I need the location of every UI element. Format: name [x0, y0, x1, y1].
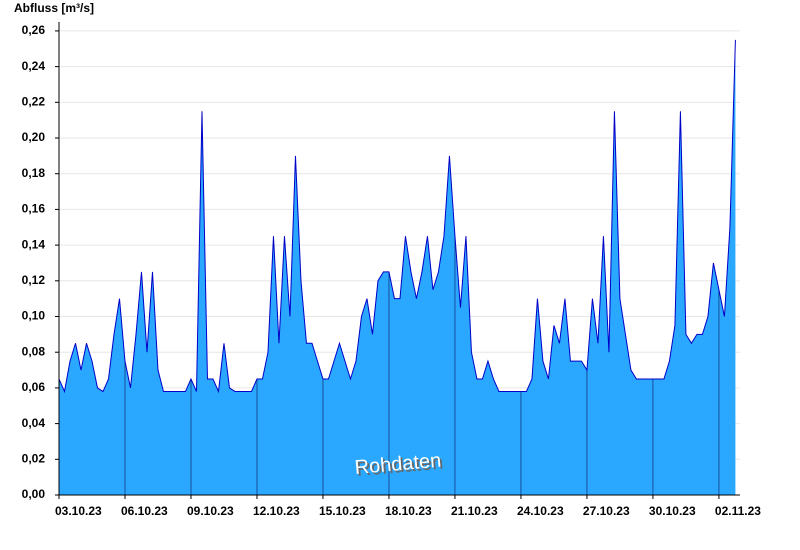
y-tick-label: 0,12	[22, 273, 46, 287]
y-tick-label: 0,18	[22, 166, 46, 180]
x-tick-label: 18.10.23	[385, 504, 432, 518]
y-tick-label: 0,20	[22, 130, 46, 144]
x-tick-label: 06.10.23	[121, 504, 168, 518]
x-tick-label: 12.10.23	[253, 504, 300, 518]
y-tick-label: 0,02	[22, 451, 46, 465]
area	[59, 39, 736, 495]
x-tick-label: 02.11.23	[715, 504, 761, 518]
y-tick-label: 0,22	[22, 94, 46, 108]
x-tick-label: 03.10.23	[55, 504, 102, 518]
x-tick-label: 27.10.23	[583, 504, 630, 518]
x-tick-label: 24.10.23	[517, 504, 564, 518]
y-tick-label: 0,24	[22, 59, 46, 73]
x-tick-label: 09.10.23	[187, 504, 234, 518]
y-tick-label: 0,04	[22, 416, 46, 430]
y-tick-label: 0,14	[22, 237, 46, 251]
area-edge	[58, 39, 736, 394]
x-tick-label: 30.10.23	[649, 504, 696, 518]
x-tick-label: 21.10.23	[451, 504, 498, 518]
y-tick-label: 0,00	[22, 487, 46, 501]
y-tick-label: 0,26	[22, 23, 46, 37]
y-axis-label: Abfluss [m³/s]	[14, 1, 94, 15]
x-tick-label: 15.10.23	[319, 504, 366, 518]
y-tick-label: 0,06	[22, 380, 46, 394]
y-tick-label: 0,08	[22, 344, 46, 358]
y-tick-label: 0,10	[22, 309, 46, 323]
y-tick-label: 0,16	[22, 202, 46, 216]
